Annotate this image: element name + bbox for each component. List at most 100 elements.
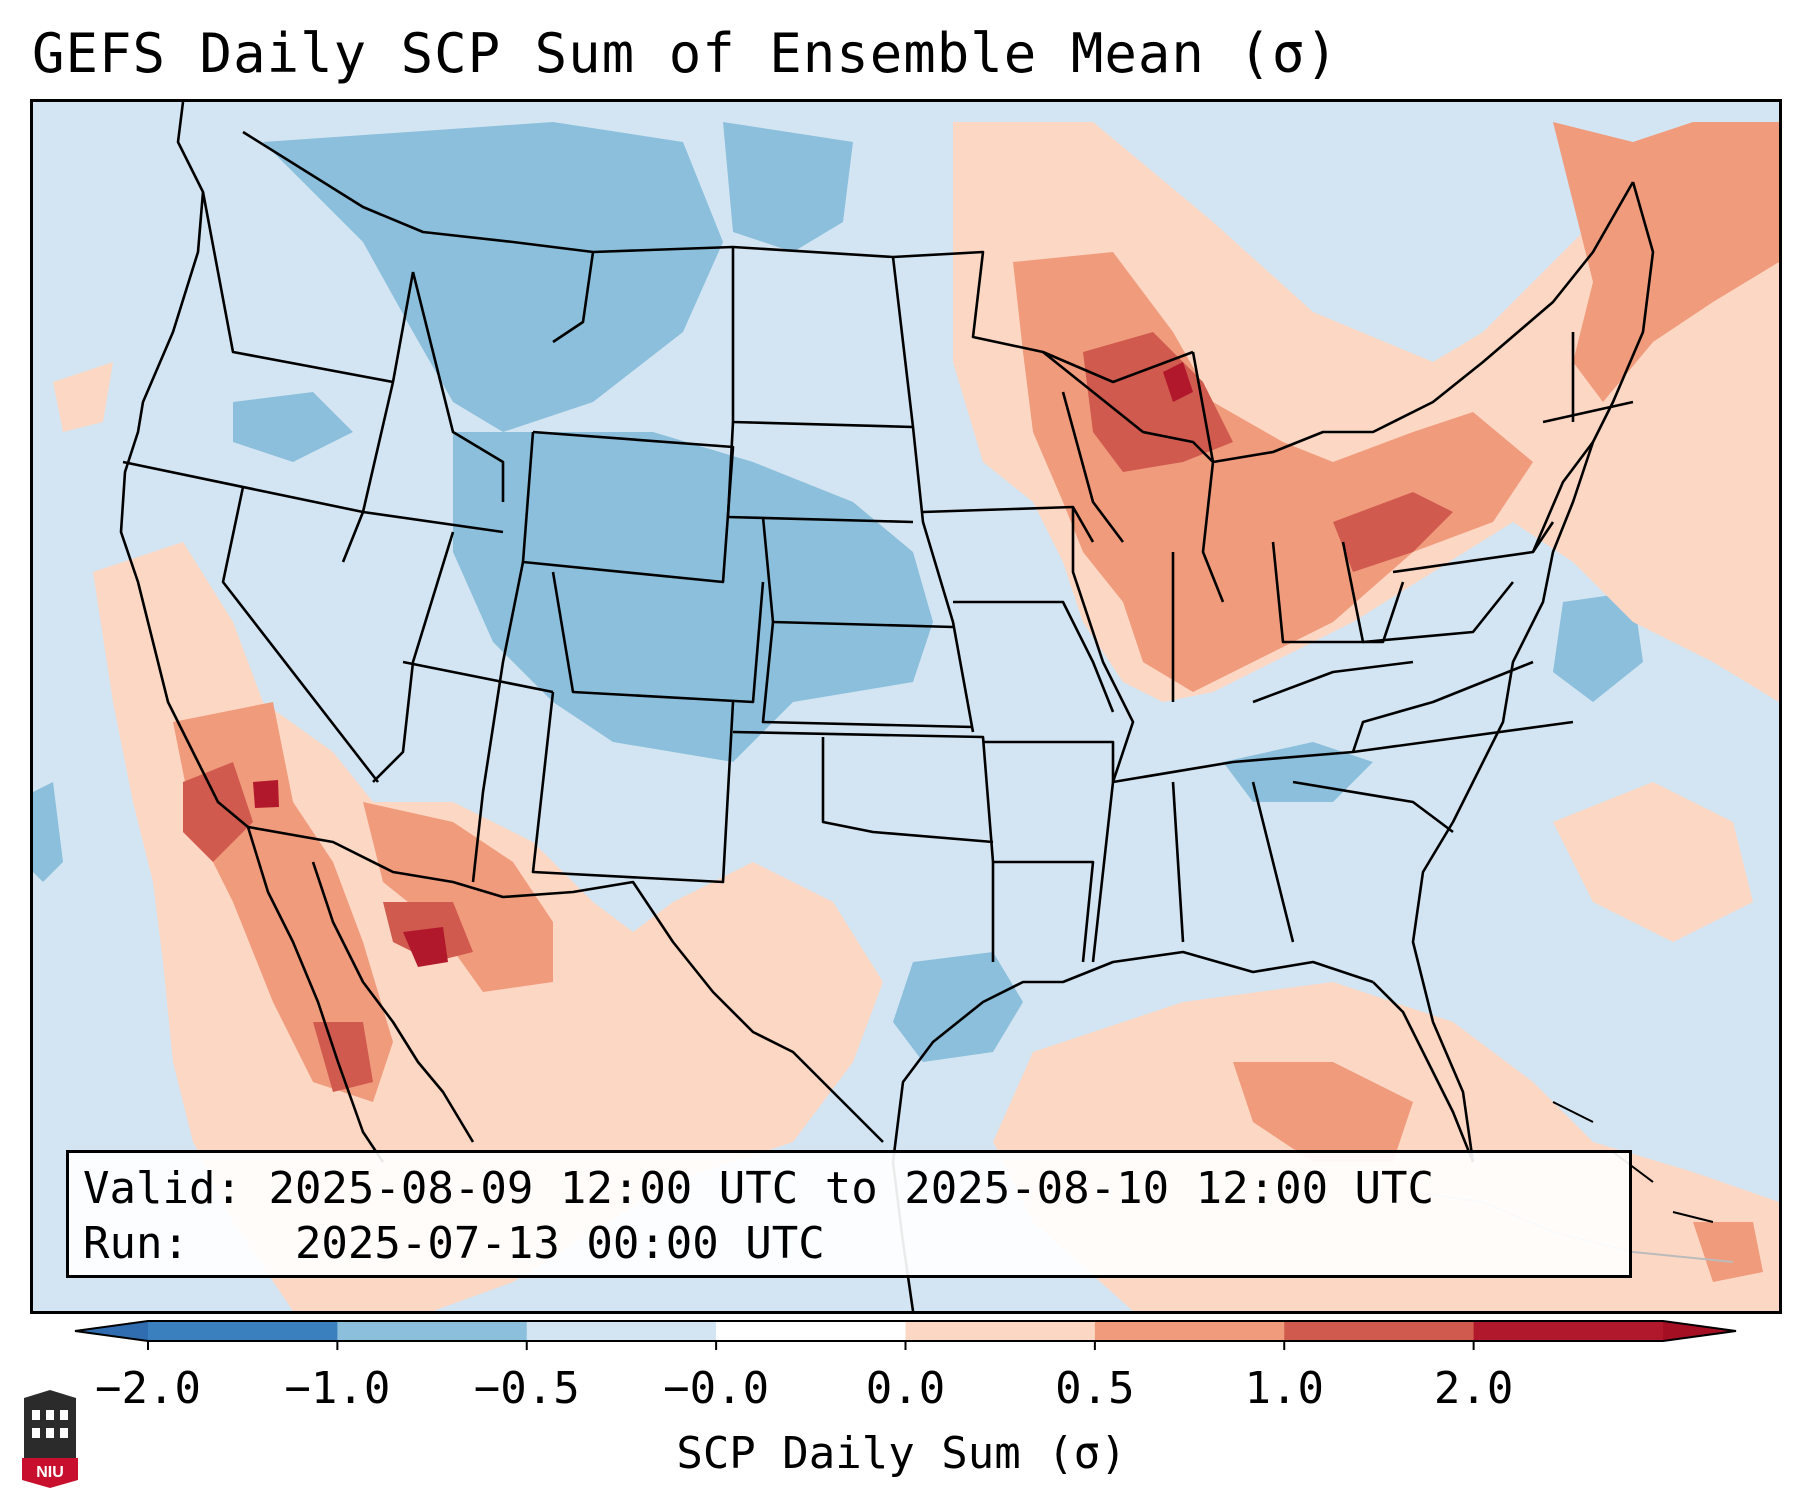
colorbar-tick-label: 0.0 [865,1363,946,1414]
state-line [471,561,525,883]
colorbar-outline [74,1320,1737,1342]
state-line [521,430,735,584]
run-time: 2025-07-13 00:00 UTC [294,1218,825,1269]
state-line [821,737,994,844]
state-line [221,486,380,783]
state-line [1292,780,1454,834]
east-coast-line [1411,181,1655,1163]
colorbar-segment [905,1321,1096,1341]
scp-region-pos-strong [1083,332,1233,472]
state-line [731,247,914,429]
scp-region-neg-strong [1223,742,1373,802]
scp-shading-layer [33,122,1779,1311]
scp-region-pos-mid [363,802,553,992]
scp-region-neg-strong [453,432,933,762]
scp-region-pos-strong [183,762,253,862]
colorbar-segment [337,1321,528,1341]
scp-region-neg-strong [33,782,63,882]
colorbar-tick-label: 1.0 [1244,1363,1324,1414]
svg-text:NIU: NIU [36,1464,64,1481]
colorbar-segment [148,1321,338,1341]
colorbar [74,1320,1737,1350]
florida-coast-line [1372,981,1475,1163]
state-line [1351,660,1534,753]
state-line [891,256,975,733]
gulf-of-california-line [311,861,475,1143]
state-line [1201,461,1225,603]
state-line [362,510,504,534]
state-line [993,860,1095,963]
scp-region-pos-strong [313,1022,373,1092]
state-line [411,271,505,502]
colorbar-segment [1473,1321,1664,1341]
state-line [402,660,554,694]
state-line [372,531,455,783]
scp-region-pos-light [53,362,113,432]
scp-region-pos-mid [1553,122,1779,402]
state-line [1071,507,1135,963]
state-line [341,381,395,563]
baja-coast-line [246,826,385,1163]
map-title: GEFS Daily SCP Sum of Ensemble Mean (σ) [32,22,1339,85]
state-line [953,600,1115,713]
scp-region-pos-mid [1233,1062,1413,1162]
niu-logo: NIU [22,1390,78,1488]
state-line [201,191,394,384]
colorbar-tick-label: 2.0 [1433,1363,1514,1414]
colorbar-tick-label: −2.0 [95,1363,201,1414]
scp-region-neg-strong [893,952,1023,1062]
colorbar-segment [1094,1321,1285,1341]
colorbar-label: SCP Daily Sum (σ) [676,1428,1127,1479]
valid-label: Valid: [83,1163,242,1214]
state-line [1191,351,1215,463]
scp-region-pos-light [1553,782,1753,942]
scp-region-pos-max [403,927,448,967]
scp-region-neg-strong [723,122,853,252]
state-line [552,251,595,344]
scp-region-pos-max [1163,362,1193,402]
colorbar-tick-label: −0.5 [473,1363,580,1414]
state-line [551,571,765,704]
great-lakes-outline [1042,181,1635,464]
scp-region-neg-strong [1553,592,1643,702]
state-line [732,730,995,962]
state-line [1341,541,1515,644]
scp-region-neg-strong [263,122,723,432]
state-line [1061,391,1125,543]
state-line [391,271,415,383]
state-line [726,421,914,524]
scp-region-pos-strong [1333,492,1453,572]
state-line [1171,781,1185,943]
colorbar-segment [526,1321,717,1341]
state-line [1252,660,1414,704]
west-coast-line [119,102,249,828]
scp-region-neg-strong [233,392,353,462]
validity-info-box: Valid: 2025-08-09 12:00 UTC to 2025-08-1… [66,1150,1632,1278]
state-line [1112,720,1574,784]
state-line [531,691,735,884]
state-line [1271,541,1405,644]
colorbar-tick-label: −1.0 [284,1363,391,1414]
scp-region-pos-max [253,780,279,808]
mexico-border-line [247,825,884,1143]
colorbar-segments [148,1321,1664,1341]
colorbar-segment [716,1321,906,1341]
colorbar-tick-label: −0.0 [663,1363,770,1414]
colorbar-tick-marks [147,1341,1475,1350]
colorbar-tick-label: 0.5 [1055,1363,1135,1414]
colorbar-under-extension [75,1321,148,1341]
state-line [1531,441,1595,553]
state-line [1542,400,1634,424]
state-boundaries-layer [119,102,1734,1311]
map-panel [30,99,1782,1314]
map-canvas [33,102,1779,1311]
canada-us-border [242,130,1194,384]
colorbar-segment [1284,1321,1475,1341]
state-line [983,740,1115,782]
state-line [761,621,974,729]
valid-time-range: 2025-08-09 12:00 UTC to 2025-08-10 12:00… [268,1163,1435,1214]
scp-region-pos-mid [1693,1222,1763,1282]
colorbar-over-extension [1663,1321,1736,1341]
state-line [1251,781,1295,943]
run-label: Run: [83,1218,189,1269]
